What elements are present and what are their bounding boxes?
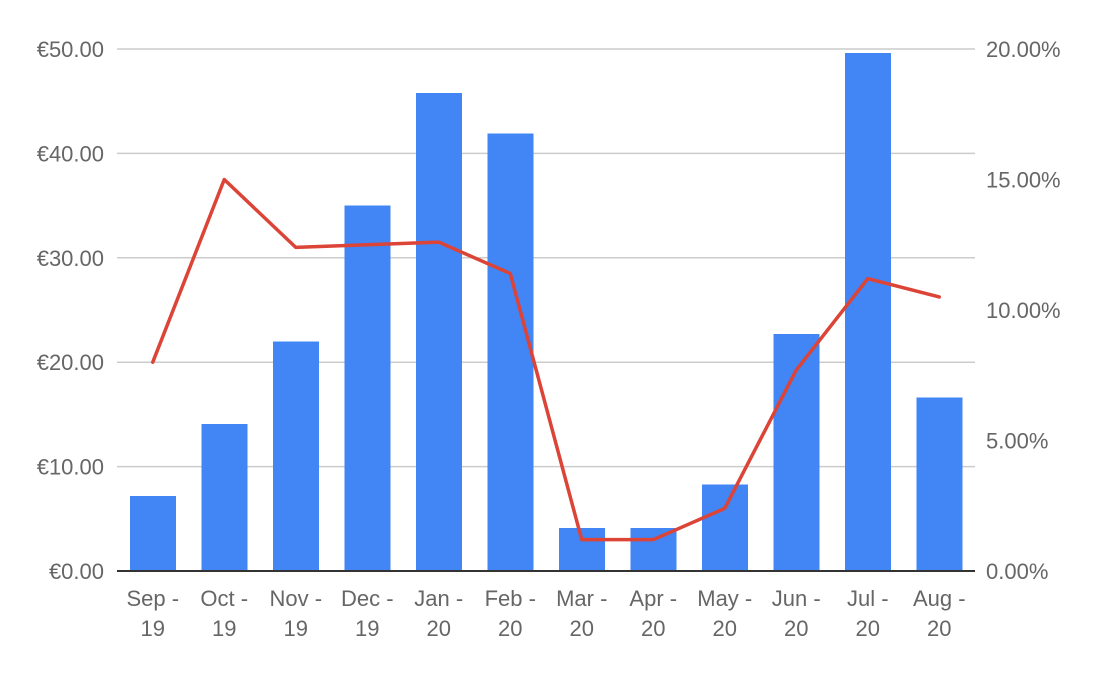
x-tick-label-line2: 20 — [927, 616, 951, 641]
x-tick-label: Nov - 19 — [269, 586, 322, 641]
x-tick-label-line2: 19 — [212, 616, 236, 641]
x-tick-label: Mar - 20 — [556, 586, 607, 641]
x-tick-label: Aug - 20 — [913, 586, 966, 641]
x-tick-label-line1: Jul - — [847, 586, 889, 611]
x-tick-label-line1: Oct - — [200, 586, 248, 611]
x-tick-label: May - 20 — [697, 586, 752, 641]
x-tick-label: Feb - 20 — [485, 586, 536, 641]
x-tick-label-line1: Jun - — [772, 586, 821, 611]
x-tick-label-line1: Nov - — [269, 586, 322, 611]
y-right-tick-label: 20.00% — [986, 37, 1061, 62]
x-tick-label-line2: 19 — [284, 616, 308, 641]
gridlines — [117, 48, 975, 468]
x-tick-label: Apr - 20 — [629, 586, 677, 641]
y-right-tick-label: 5.00% — [986, 429, 1048, 454]
x-tick-label-line2: 20 — [641, 616, 665, 641]
x-tick-label-line2: 20 — [713, 616, 737, 641]
bar-series — [129, 53, 963, 572]
bar — [344, 205, 391, 571]
x-tick-label-line2: 20 — [570, 616, 594, 641]
x-tick-label-line2: 20 — [427, 616, 451, 641]
y-left-tick-label: €50.00 — [37, 37, 104, 62]
bar — [201, 423, 248, 571]
x-tick-label-line1: Apr - — [629, 586, 677, 611]
bar — [415, 92, 462, 572]
bar — [844, 53, 891, 571]
x-tick-label-line2: 20 — [784, 616, 808, 641]
bar — [129, 495, 176, 571]
y-left-tick-label: €0.00 — [49, 559, 104, 584]
x-tick-label: Dec - 19 — [341, 586, 394, 641]
x-tick-label-line1: Mar - — [556, 586, 607, 611]
y-left-tick-label: €40.00 — [37, 141, 104, 166]
x-tick-label-line2: 20 — [498, 616, 522, 641]
x-tick-label-line1: Jan - — [414, 586, 463, 611]
x-tick-label-line1: Sep - — [126, 586, 179, 611]
bar — [630, 528, 677, 571]
x-tick-label-line1: Dec - — [341, 586, 394, 611]
x-tick-label-line1: Aug - — [913, 586, 966, 611]
x-tick-label-line2: 20 — [856, 616, 880, 641]
y-right-tick-label: 10.00% — [986, 298, 1061, 323]
y-right-tick-label: 15.00% — [986, 168, 1061, 193]
axes: €0.00 €10.00 €20.00 €30.00 €40.00 €50.00 0.00%… — [37, 37, 1061, 641]
y-left-tick-label: €20.00 — [37, 350, 104, 375]
x-tick-label-line2: 19 — [141, 616, 165, 641]
line-series — [151, 177, 941, 542]
bar — [916, 397, 963, 571]
bar — [487, 133, 534, 571]
line-series-path — [151, 177, 941, 542]
x-tick-label-line1: Feb - — [485, 586, 536, 611]
bar — [701, 484, 748, 571]
bar — [272, 341, 319, 571]
y-right-tick-label: 0.00% — [986, 559, 1048, 584]
x-tick-label: Jan - 20 — [414, 586, 463, 641]
x-tick-label: Jul - 20 — [847, 586, 889, 641]
x-tick-label: Sep - 19 — [126, 586, 179, 641]
x-tick-label: Jun - 20 — [772, 586, 821, 641]
y-left-tick-label: €10.00 — [37, 455, 104, 480]
x-tick-label-line1: May - — [697, 586, 752, 611]
x-tick-label: Oct - 19 — [200, 586, 248, 641]
y-left-tick-label: €30.00 — [37, 246, 104, 271]
x-tick-label-line2: 19 — [355, 616, 379, 641]
